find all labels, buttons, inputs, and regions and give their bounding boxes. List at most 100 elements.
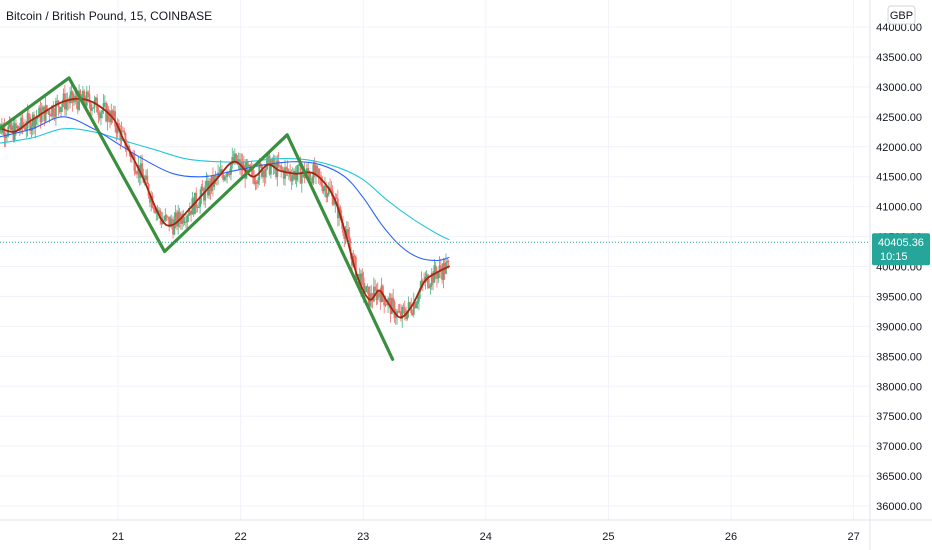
candle-body [257, 180, 259, 184]
y-tick-label: 41500.00 [876, 172, 922, 184]
candle-body [190, 210, 192, 215]
ma-cyan-line [0, 128, 450, 241]
candle-body [388, 298, 391, 300]
candle-body [51, 105, 53, 117]
candle-body [56, 100, 59, 102]
candle-body [393, 301, 396, 318]
candle-body [394, 317, 397, 318]
currency-button[interactable]: GBP [887, 5, 916, 25]
candle-body [411, 312, 414, 315]
candle-body [442, 263, 445, 280]
candle-body [71, 91, 74, 103]
candle-body [375, 289, 378, 301]
candle-body [165, 215, 168, 217]
y-tick-label: 41000.00 [876, 202, 922, 214]
candle-body [235, 153, 238, 164]
y-tick-label: 37500.00 [876, 411, 922, 423]
candle-body [24, 126, 26, 130]
time-axis[interactable]: 21 22 23 24 25 26 27 [0, 519, 932, 543]
candle-body [224, 176, 227, 178]
candle-body [101, 110, 104, 113]
candle-body [21, 117, 24, 127]
price-tag-value: 40405.36 [878, 237, 924, 249]
candle-body [146, 175, 149, 184]
price-axis[interactable]: 36000.00 36500.00 37000.00 37500.00 38000.00… [869, 0, 922, 550]
candle-body [3, 127, 6, 138]
candle-body [148, 195, 151, 203]
candle-body [223, 176, 226, 180]
candle-body [429, 285, 432, 288]
candle-body [11, 125, 14, 130]
candle-body [290, 176, 293, 182]
candle-body [347, 229, 350, 237]
candle-body [174, 212, 177, 220]
candle-body [26, 113, 29, 129]
candle-body [177, 211, 180, 227]
candle-body [412, 301, 415, 315]
candle-body [47, 110, 50, 112]
candle-body [324, 185, 326, 188]
x-tick-label: 24 [480, 531, 492, 543]
candlesticks [0, 84, 450, 328]
candle-body [55, 101, 57, 117]
candle-body [439, 265, 442, 271]
candle-body [331, 190, 334, 205]
candle-body [378, 290, 380, 294]
candle-body [409, 302, 411, 306]
candle-body [376, 290, 379, 301]
candle-body [45, 105, 48, 112]
candle-body [370, 293, 373, 301]
ema-line [0, 97, 450, 319]
candle-body [103, 102, 106, 104]
candle-body [307, 168, 310, 173]
x-tick-label: 23 [357, 531, 369, 543]
candle-body [354, 256, 357, 280]
candle-body [34, 119, 37, 129]
candle-body [385, 304, 388, 306]
candle-body [38, 107, 41, 118]
candle-body [97, 112, 100, 116]
candle-body [264, 169, 267, 178]
price-tag: 40405.36 10:15 [872, 233, 930, 266]
candle-body [262, 170, 265, 178]
candle-body [36, 117, 39, 119]
candle-body [275, 162, 277, 178]
candle-body [159, 210, 162, 218]
y-tick-label: 39000.00 [876, 321, 922, 333]
candle-body [181, 214, 183, 224]
candle-body [297, 164, 299, 175]
y-tick-label: 36000.00 [876, 501, 922, 513]
candle-body [139, 163, 142, 178]
candle-body [136, 173, 138, 175]
candle-body [52, 105, 55, 116]
candle-body [91, 108, 93, 111]
candle-body [112, 111, 115, 117]
candle-body [326, 194, 329, 198]
candle-body [278, 165, 281, 167]
candle-body [315, 165, 317, 175]
currency-button-label: GBP [890, 10, 913, 22]
candle-body [82, 91, 84, 100]
candle-body [218, 172, 221, 174]
y-tick-label: 42500.00 [876, 112, 922, 124]
candle-body [345, 229, 348, 234]
candle-body [437, 272, 440, 279]
candle-body [58, 107, 61, 113]
candle-body [438, 265, 441, 273]
candle-body [428, 287, 431, 288]
candle-body [74, 95, 77, 100]
candle-body [109, 119, 111, 123]
candle-body [416, 301, 419, 304]
candle-body [434, 265, 437, 274]
candle-body [281, 169, 284, 171]
candle-body [62, 93, 65, 104]
candle-body [200, 186, 203, 196]
candle-body [204, 186, 207, 201]
candle-body [263, 170, 266, 178]
candle-body [222, 174, 225, 180]
candle-body [85, 91, 88, 106]
x-tick-label: 21 [112, 531, 124, 543]
candle-body [106, 109, 109, 122]
candle-body [94, 97, 97, 101]
